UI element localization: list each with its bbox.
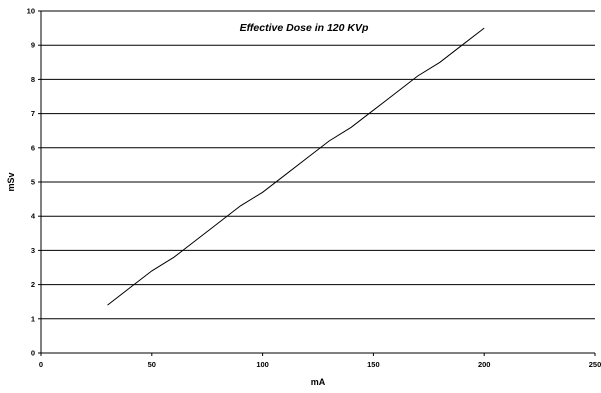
y-tick-label: 9 [31, 41, 35, 50]
y-tick-label: 2 [31, 280, 35, 289]
x-tick-label: 150 [367, 360, 380, 369]
y-tick-label: 4 [31, 212, 36, 221]
x-tick-label: 250 [589, 360, 601, 369]
x-tick-label: 0 [39, 360, 43, 369]
y-axis-title: mSv [6, 172, 16, 191]
x-tick-label: 100 [256, 360, 269, 369]
series-line [107, 27, 485, 306]
y-tick-label: 5 [31, 178, 35, 187]
y-tick-label: 0 [31, 349, 35, 358]
y-tick-label: 3 [31, 246, 35, 255]
x-tick-labels: 0 50 100 150 200 250 [39, 353, 601, 369]
y-tick-label: 6 [31, 143, 35, 152]
y-tick-label: 8 [31, 75, 35, 84]
x-tick-label: 50 [148, 360, 156, 369]
y-tick-label: 7 [31, 109, 35, 118]
y-tick-label: 1 [31, 314, 35, 323]
chart-title: Effective Dose in 120 KVp [240, 22, 369, 34]
x-tick-label: 200 [478, 360, 491, 369]
x-axis-title: mA [311, 377, 326, 387]
series-group [107, 27, 485, 306]
gridlines [41, 10, 595, 320]
y-tick-label: 10 [27, 7, 35, 16]
y-tick-labels: 0 1 2 3 4 5 6 7 8 9 10 [27, 7, 41, 358]
